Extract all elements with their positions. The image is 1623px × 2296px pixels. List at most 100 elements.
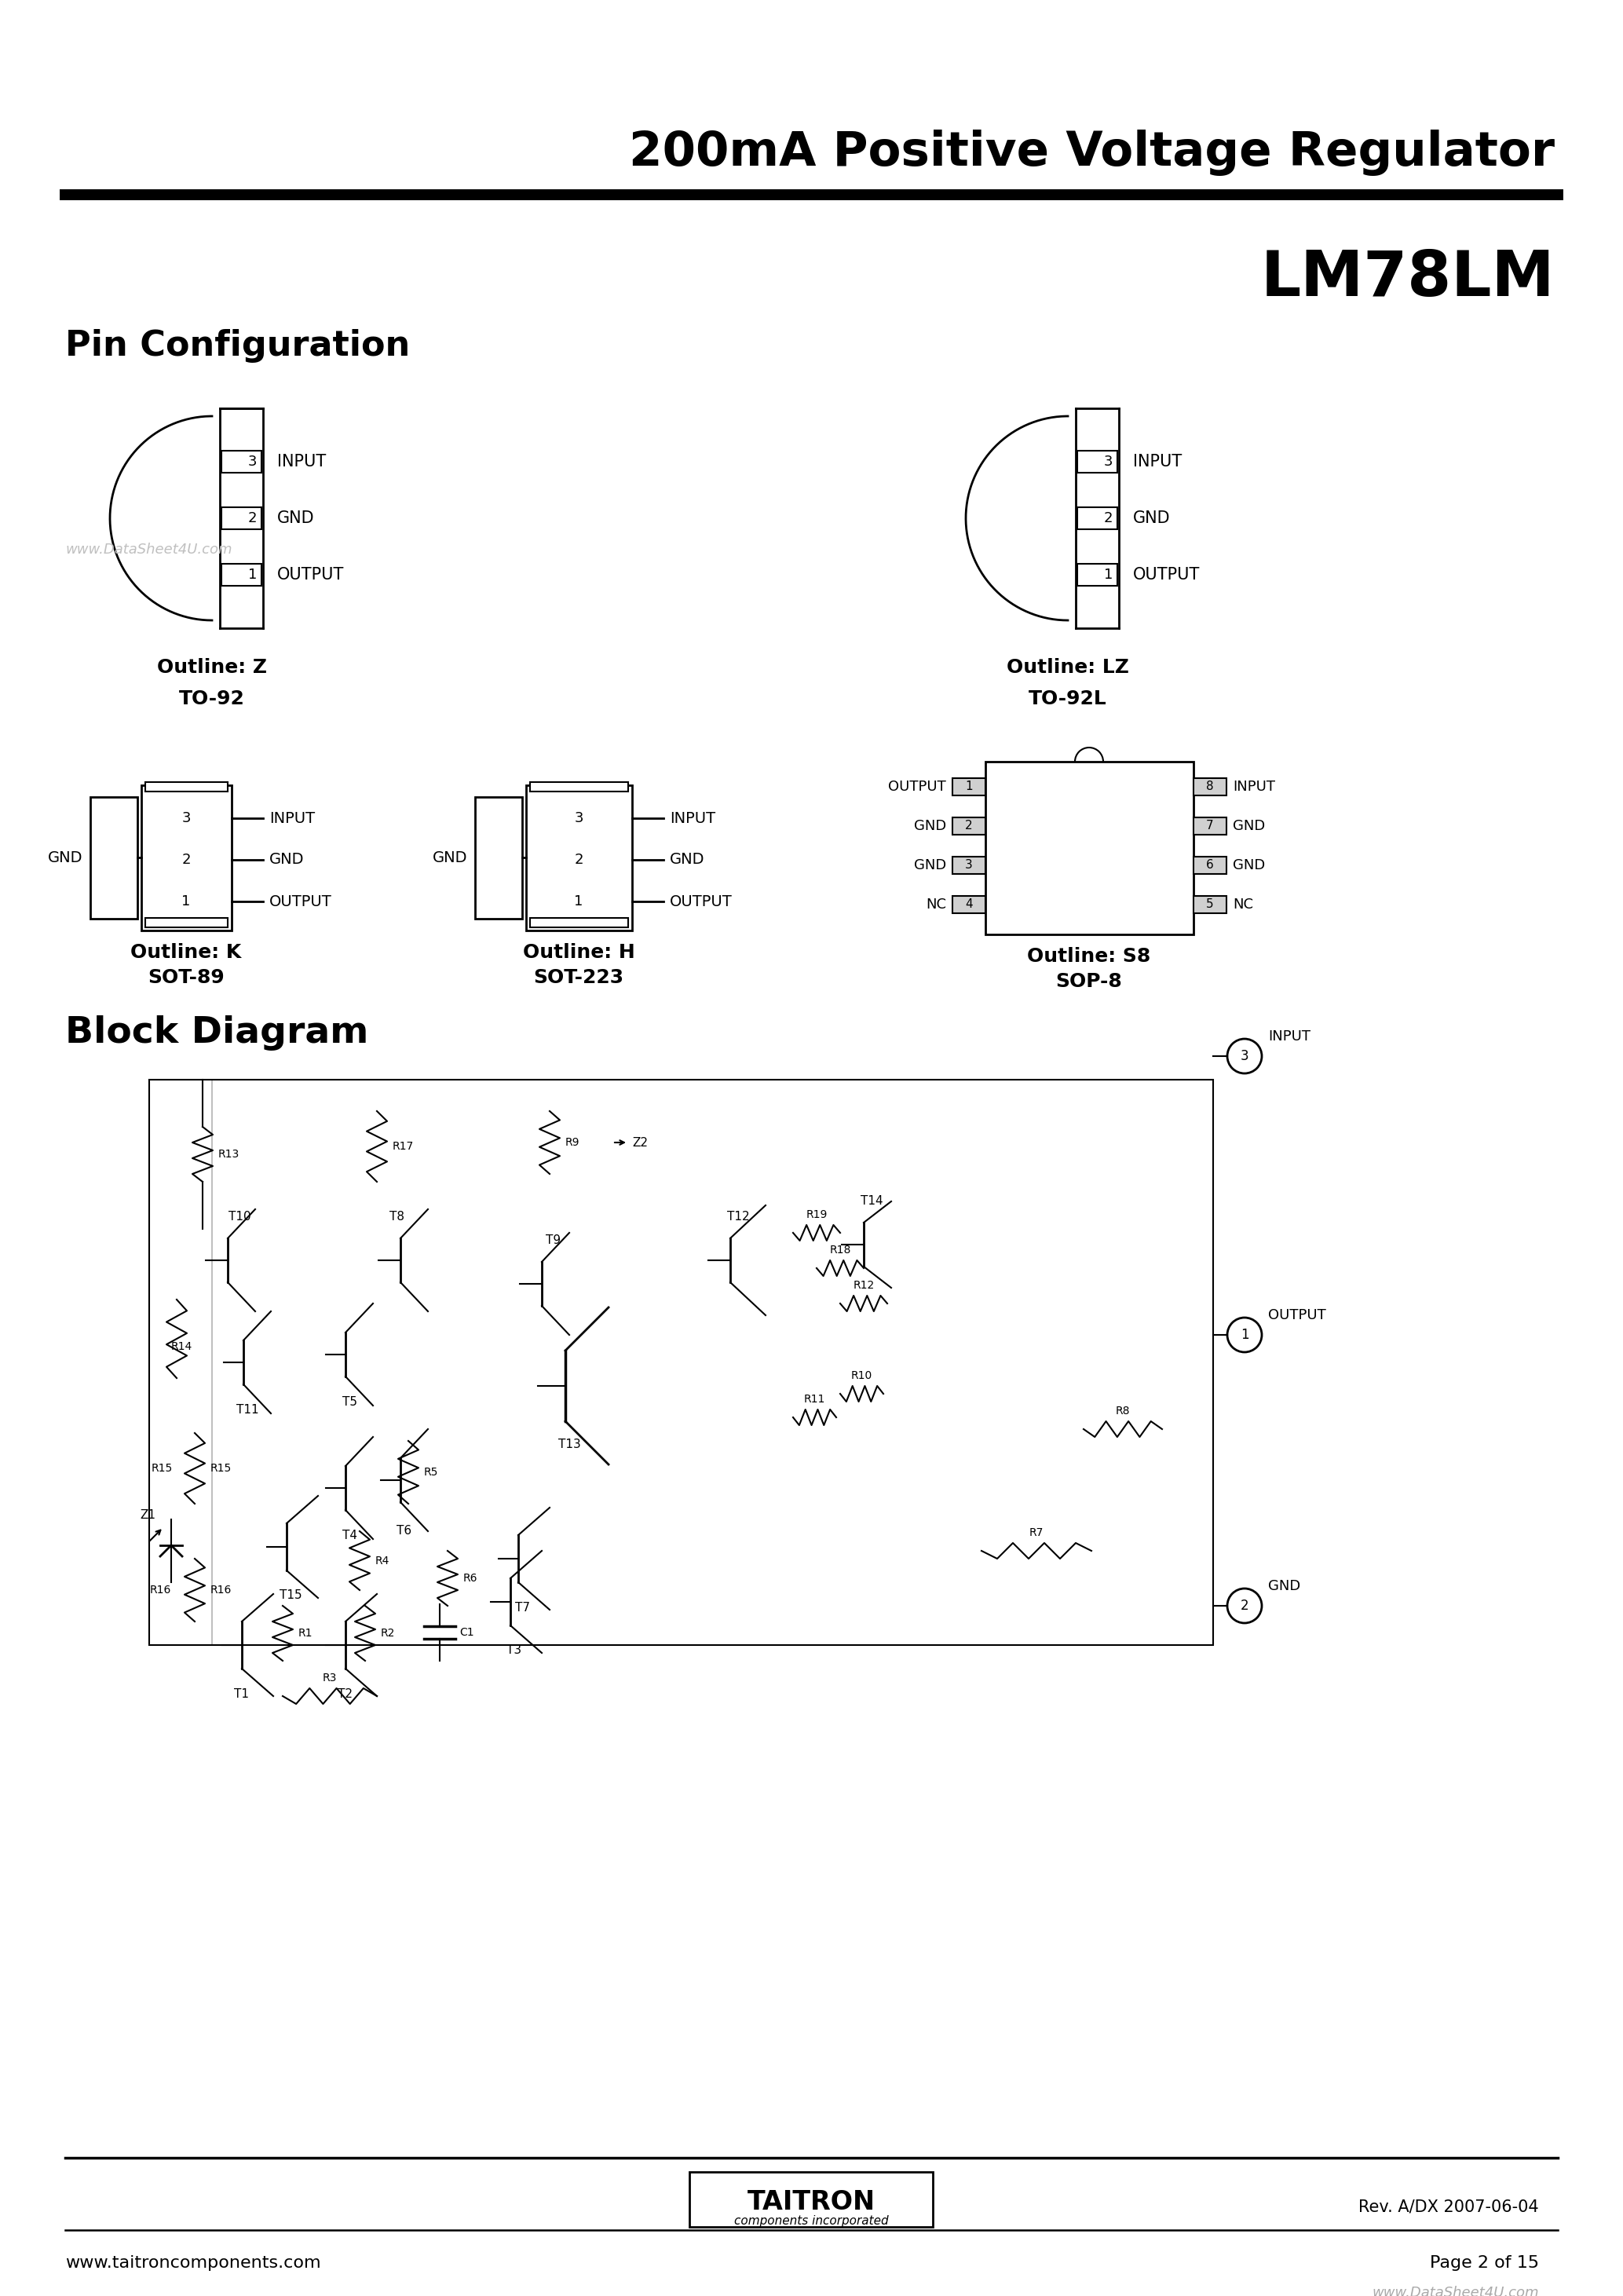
Text: R15: R15	[151, 1463, 172, 1474]
Text: 6: 6	[1206, 859, 1214, 870]
Text: SOT-89: SOT-89	[148, 969, 224, 987]
Text: T2: T2	[338, 1688, 352, 1699]
Text: OUTPUT: OUTPUT	[888, 781, 946, 794]
Text: R12: R12	[854, 1279, 875, 1290]
Bar	[1078, 507, 1117, 530]
Text: Z2: Z2	[631, 1137, 648, 1148]
Text: 4: 4	[966, 898, 972, 912]
Text: R1: R1	[299, 1628, 313, 1639]
Text: T3: T3	[506, 1644, 523, 1655]
Text: GND: GND	[1233, 820, 1266, 833]
Text: T14: T14	[860, 1196, 883, 1208]
Text: OUTPUT: OUTPUT	[1268, 1309, 1326, 1322]
Text: R16: R16	[211, 1584, 232, 1596]
Text: 3: 3	[1104, 455, 1113, 468]
Text: 7: 7	[1206, 820, 1214, 831]
Text: 2: 2	[1240, 1598, 1248, 1612]
Text: GND: GND	[278, 510, 315, 526]
Text: T5: T5	[342, 1396, 357, 1407]
Text: 8: 8	[1206, 781, 1214, 792]
Text: OUTPUT: OUTPUT	[269, 893, 333, 909]
Text: T6: T6	[398, 1525, 412, 1536]
Bar	[149, 1079, 1212, 1644]
Bar	[531, 783, 628, 792]
Text: T4: T4	[342, 1529, 357, 1541]
Text: R14: R14	[170, 1341, 193, 1352]
Text: T15: T15	[279, 1589, 302, 1603]
Text: T12: T12	[727, 1212, 750, 1224]
Text: R11: R11	[803, 1394, 826, 1405]
Text: NC: NC	[925, 898, 946, 912]
Text: components incorporated: components incorporated	[734, 2216, 888, 2227]
Text: 1: 1	[1240, 1327, 1248, 1341]
Text: C1: C1	[459, 1628, 474, 1637]
Text: Pin Configuration: Pin Configuration	[65, 328, 411, 363]
Text: R8: R8	[1115, 1405, 1130, 1417]
Bar	[1193, 895, 1227, 914]
Text: INPUT: INPUT	[1268, 1029, 1310, 1045]
Text: 3: 3	[182, 810, 190, 824]
Text: 1: 1	[182, 895, 190, 909]
Bar	[953, 817, 985, 836]
Text: R17: R17	[393, 1141, 414, 1153]
Text: GND: GND	[1268, 1580, 1300, 1593]
Text: R18: R18	[829, 1244, 850, 1256]
Text: INPUT: INPUT	[1233, 781, 1276, 794]
Text: Outline: H: Outline: H	[523, 944, 635, 962]
Text: 2: 2	[182, 852, 190, 868]
Bar	[1193, 817, 1227, 836]
Text: T9: T9	[545, 1235, 562, 1247]
Text: R3: R3	[323, 1671, 338, 1683]
Text: 3: 3	[1240, 1049, 1248, 1063]
Text: R9: R9	[565, 1137, 579, 1148]
Text: R5: R5	[424, 1467, 438, 1479]
Bar	[1078, 450, 1117, 473]
Text: TO-92L: TO-92L	[1029, 689, 1107, 707]
Text: GND: GND	[432, 850, 467, 866]
Bar	[526, 785, 631, 930]
Text: INPUT: INPUT	[1133, 455, 1182, 471]
Text: www.DataSheet4U.com: www.DataSheet4U.com	[65, 542, 232, 556]
Text: 3: 3	[248, 455, 256, 468]
Text: 2: 2	[575, 852, 583, 868]
Text: 2: 2	[1104, 512, 1113, 526]
Bar	[221, 507, 261, 530]
Text: GND: GND	[914, 820, 946, 833]
Bar	[1193, 856, 1227, 875]
Text: T13: T13	[558, 1440, 581, 1451]
Bar	[985, 762, 1193, 934]
Text: T8: T8	[390, 1212, 404, 1224]
Text: OUTPUT: OUTPUT	[278, 567, 344, 583]
Text: INPUT: INPUT	[670, 810, 716, 827]
Bar	[1193, 778, 1227, 794]
Text: R16: R16	[149, 1584, 170, 1596]
Bar	[221, 565, 261, 585]
Bar	[476, 797, 523, 918]
Text: NC: NC	[1233, 898, 1253, 912]
Bar	[690, 2172, 933, 2227]
Bar	[146, 783, 227, 792]
Bar	[953, 856, 985, 875]
Text: INPUT: INPUT	[278, 455, 326, 471]
Text: Outline: K: Outline: K	[130, 944, 242, 962]
Text: GND: GND	[1133, 510, 1170, 526]
Text: GND: GND	[1233, 859, 1266, 872]
Text: TO-92: TO-92	[179, 689, 245, 707]
Text: LM78LM: LM78LM	[1261, 248, 1555, 310]
Bar	[953, 778, 985, 794]
Text: R13: R13	[217, 1148, 240, 1159]
Text: R6: R6	[463, 1573, 477, 1584]
Text: Outline: LZ: Outline: LZ	[1006, 659, 1130, 677]
Text: 5: 5	[1206, 898, 1214, 912]
Text: www.DataSheet4U.com: www.DataSheet4U.com	[1371, 2287, 1539, 2296]
Text: TAITRON: TAITRON	[747, 2188, 875, 2216]
Text: 3: 3	[575, 810, 583, 824]
Text: R15: R15	[211, 1463, 232, 1474]
Bar	[91, 797, 138, 918]
Text: Rev. A/DX 2007-06-04: Rev. A/DX 2007-06-04	[1358, 2200, 1539, 2216]
Text: 1: 1	[248, 567, 256, 581]
Text: R2: R2	[381, 1628, 396, 1639]
Text: GND: GND	[914, 859, 946, 872]
Bar	[221, 450, 261, 473]
Text: R10: R10	[850, 1371, 873, 1382]
